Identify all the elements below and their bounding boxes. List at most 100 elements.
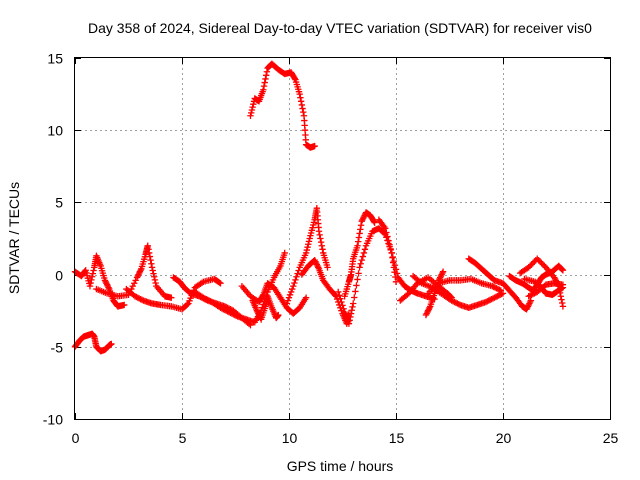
series-arc-r bbox=[422, 268, 447, 319]
data-point bbox=[247, 112, 254, 119]
data-point bbox=[217, 304, 224, 312]
data-point bbox=[352, 288, 359, 295]
data-point bbox=[382, 225, 389, 232]
data-point bbox=[337, 295, 344, 302]
data-point bbox=[136, 295, 143, 302]
data-point bbox=[357, 226, 364, 233]
data-point bbox=[345, 320, 353, 327]
data-point bbox=[348, 307, 355, 314]
data-point bbox=[312, 259, 320, 267]
data-point bbox=[392, 266, 400, 273]
data-point bbox=[314, 262, 321, 270]
data-point bbox=[287, 288, 295, 296]
data-point bbox=[554, 281, 562, 288]
data-point bbox=[145, 246, 152, 253]
data-point bbox=[315, 264, 322, 271]
data-point bbox=[205, 297, 213, 304]
data-point bbox=[387, 245, 394, 253]
data-point bbox=[305, 241, 312, 248]
series-arc-f bbox=[191, 249, 288, 326]
data-point bbox=[291, 75, 298, 82]
data-point bbox=[121, 301, 128, 309]
data-point bbox=[494, 293, 501, 300]
chart-title: Day 358 of 2024, Sidereal Day-to-day VTE… bbox=[88, 20, 592, 36]
data-point bbox=[231, 311, 238, 319]
x-tick-label: 25 bbox=[603, 430, 619, 446]
series-arc-g bbox=[238, 280, 310, 317]
data-point bbox=[200, 294, 207, 301]
series-arc-w bbox=[516, 255, 567, 310]
data-point bbox=[262, 75, 269, 83]
data-point bbox=[486, 296, 494, 304]
data-point bbox=[526, 262, 534, 270]
data-point bbox=[435, 277, 442, 284]
data-point bbox=[526, 298, 534, 306]
data-point bbox=[526, 300, 533, 307]
data-point bbox=[233, 312, 240, 319]
data-point bbox=[489, 282, 496, 290]
data-point bbox=[360, 213, 368, 221]
data-point bbox=[381, 223, 388, 231]
data-point bbox=[538, 259, 545, 267]
data-point bbox=[438, 271, 445, 278]
data-point bbox=[556, 289, 564, 297]
data-point bbox=[454, 300, 461, 307]
grid-lines bbox=[75, 58, 610, 419]
data-point bbox=[216, 279, 223, 286]
data-point bbox=[525, 293, 532, 300]
data-point bbox=[144, 242, 151, 249]
data-point bbox=[250, 101, 257, 108]
data-point bbox=[347, 313, 354, 321]
data-point bbox=[260, 86, 267, 93]
data-point bbox=[302, 294, 310, 301]
data-point bbox=[350, 300, 357, 307]
data-point bbox=[354, 276, 361, 283]
data-point bbox=[484, 298, 491, 305]
data-point bbox=[559, 299, 566, 307]
data-point bbox=[528, 291, 535, 299]
data-point bbox=[355, 234, 363, 241]
data-point bbox=[255, 310, 262, 317]
data-point bbox=[317, 238, 325, 246]
data-point bbox=[340, 305, 347, 312]
series-arc-i bbox=[247, 60, 318, 151]
data-point bbox=[359, 216, 366, 223]
series-arc-l bbox=[341, 209, 378, 300]
data-point bbox=[318, 242, 326, 249]
data-point bbox=[145, 249, 153, 257]
data-point bbox=[349, 303, 356, 311]
data-point bbox=[317, 235, 324, 242]
data-point bbox=[439, 269, 446, 277]
data-point bbox=[299, 105, 306, 112]
data-point bbox=[103, 281, 111, 288]
data-point bbox=[490, 283, 497, 291]
data-point bbox=[422, 311, 430, 319]
data-point bbox=[134, 294, 141, 301]
data-point bbox=[497, 287, 505, 294]
data-point bbox=[204, 296, 211, 304]
data-point bbox=[225, 308, 233, 316]
series-arc-s bbox=[465, 255, 535, 313]
data-point bbox=[297, 94, 304, 101]
data-point bbox=[254, 308, 261, 316]
data-point bbox=[292, 276, 299, 284]
axis-ticks bbox=[75, 58, 611, 420]
data-point bbox=[525, 301, 532, 309]
data-point bbox=[390, 257, 398, 265]
data-point bbox=[437, 274, 444, 281]
data-point bbox=[424, 308, 431, 316]
data-point bbox=[217, 280, 224, 287]
data-point bbox=[311, 142, 318, 150]
data-point bbox=[436, 275, 443, 283]
data-point bbox=[227, 309, 234, 317]
data-point bbox=[89, 270, 97, 277]
series-arc-c bbox=[93, 242, 175, 301]
data-point bbox=[88, 273, 96, 280]
data-point bbox=[551, 274, 558, 281]
y-tick-label: 15 bbox=[47, 51, 63, 67]
data-point bbox=[541, 282, 548, 290]
data-point bbox=[149, 267, 156, 274]
data-point bbox=[247, 109, 255, 117]
data-point bbox=[284, 297, 292, 304]
data-point bbox=[312, 258, 319, 265]
